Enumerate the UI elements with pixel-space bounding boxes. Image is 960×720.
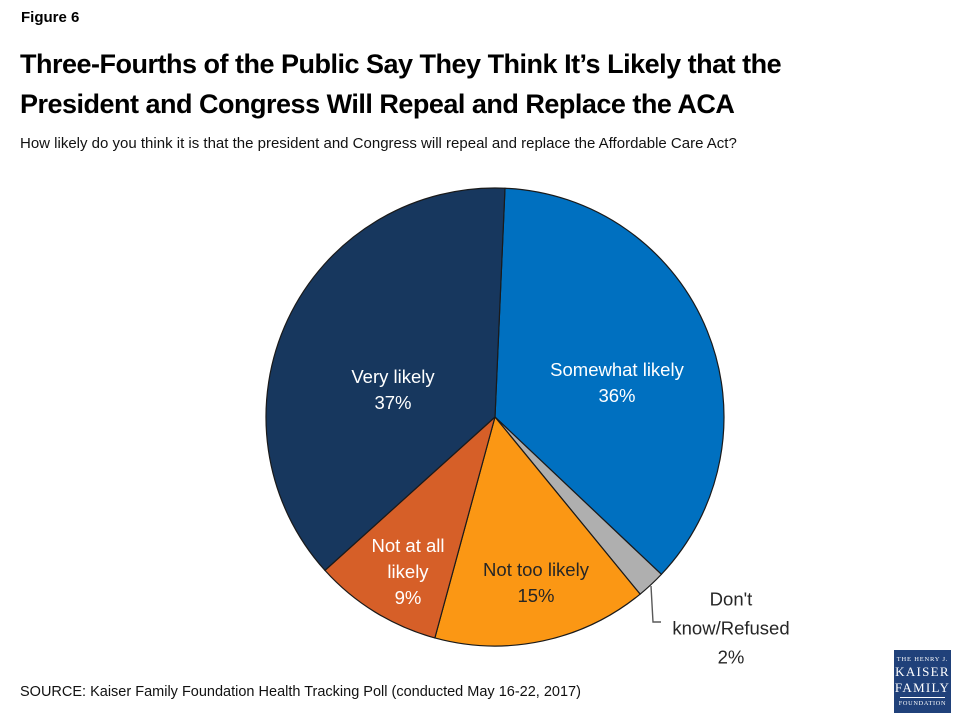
pie-slice-not-too-likely: [434, 416, 641, 647]
pie-slice-very-likely: [265, 187, 506, 571]
kff-logo: THE HENRY J. KAISER FAMILY FOUNDATION: [894, 650, 951, 713]
pie-slice-not-at-all-likely: [324, 416, 496, 639]
title-line-1: Three-Fourths of the Public Say They Thi…: [20, 49, 782, 79]
logo-line-henry: THE HENRY J.: [896, 656, 949, 663]
survey-question: How likely do you think it is that the p…: [20, 135, 737, 152]
logo-line-foundation: FOUNDATION: [898, 700, 947, 707]
source-note: SOURCE: Kaiser Family Foundation Health …: [20, 684, 581, 700]
leader-line-dont-know-refused: [650, 585, 661, 623]
page-title: Three-Fourths of the Public Say They Thi…: [20, 44, 782, 124]
title-line-2: President and Congress Will Repeal and R…: [20, 89, 735, 119]
logo-line-family: FAMILY: [894, 679, 951, 695]
logo-line-kaiser: KAISER: [895, 664, 950, 679]
pie-slice-somewhat-likely: [494, 187, 725, 575]
logo-divider: [900, 697, 945, 698]
figure-label: Figure 6: [21, 9, 80, 26]
